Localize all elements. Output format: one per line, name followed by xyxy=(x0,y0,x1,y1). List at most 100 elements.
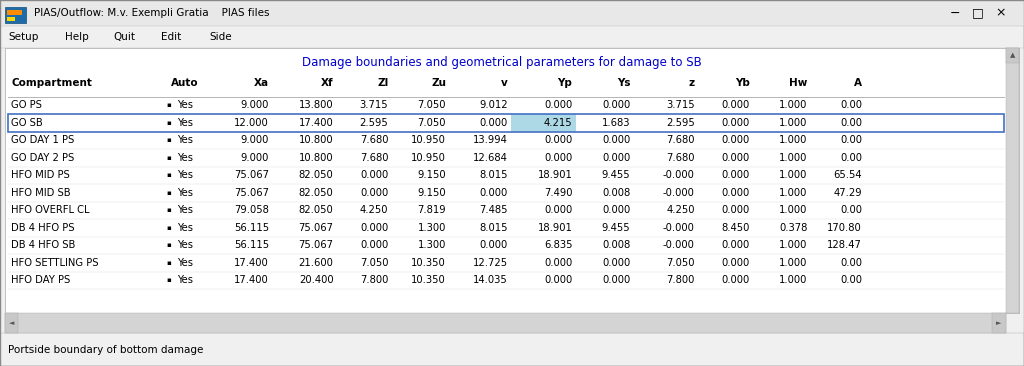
Text: 0.00: 0.00 xyxy=(840,153,862,163)
Text: 20.400: 20.400 xyxy=(299,275,334,285)
Text: 0.000: 0.000 xyxy=(544,258,572,268)
Text: Side: Side xyxy=(210,32,232,42)
Text: 7.800: 7.800 xyxy=(667,275,695,285)
Text: Yes: Yes xyxy=(177,240,193,250)
Text: 0.000: 0.000 xyxy=(721,205,750,215)
Text: Ys: Ys xyxy=(616,78,630,89)
Text: 7.050: 7.050 xyxy=(418,100,446,111)
Text: 75.067: 75.067 xyxy=(233,188,269,198)
Text: ▪: ▪ xyxy=(167,155,171,161)
Text: 0.00: 0.00 xyxy=(840,275,862,285)
Text: 0.000: 0.000 xyxy=(479,188,508,198)
Text: z: z xyxy=(689,78,695,89)
Text: 0.000: 0.000 xyxy=(602,153,630,163)
Text: 79.058: 79.058 xyxy=(234,205,269,215)
Text: 1.300: 1.300 xyxy=(418,240,446,250)
Text: 1.300: 1.300 xyxy=(418,223,446,233)
Text: 9.150: 9.150 xyxy=(418,188,446,198)
Text: Yp: Yp xyxy=(558,78,572,89)
Text: 3.715: 3.715 xyxy=(667,100,695,111)
Text: 0.000: 0.000 xyxy=(360,240,388,250)
Text: HFO MID PS: HFO MID PS xyxy=(11,171,70,180)
Text: □: □ xyxy=(972,7,984,20)
Text: 0.000: 0.000 xyxy=(544,135,572,145)
Text: Zl: Zl xyxy=(377,78,388,89)
Text: 0.000: 0.000 xyxy=(544,153,572,163)
Bar xyxy=(5,313,18,333)
Text: 0.000: 0.000 xyxy=(721,188,750,198)
Bar xyxy=(1006,48,1019,63)
Text: 12.684: 12.684 xyxy=(473,153,508,163)
Text: Yes: Yes xyxy=(177,205,193,215)
Text: A: A xyxy=(854,78,862,89)
Text: 0.378: 0.378 xyxy=(779,223,807,233)
Text: 1.000: 1.000 xyxy=(779,188,807,198)
Text: 9.455: 9.455 xyxy=(601,171,630,180)
Bar xyxy=(5,313,1006,333)
Text: 128.47: 128.47 xyxy=(827,240,862,250)
Text: -0.000: -0.000 xyxy=(663,171,695,180)
Text: 7.800: 7.800 xyxy=(360,275,388,285)
Text: GO PS: GO PS xyxy=(11,100,42,111)
Text: 0.000: 0.000 xyxy=(479,240,508,250)
Text: 9.150: 9.150 xyxy=(418,171,446,180)
Text: Compartment: Compartment xyxy=(11,78,92,89)
Text: 7.485: 7.485 xyxy=(479,205,508,215)
Text: 9.012: 9.012 xyxy=(479,100,508,111)
Text: 82.050: 82.050 xyxy=(299,188,334,198)
Text: HFO DAY PS: HFO DAY PS xyxy=(11,275,71,285)
Text: ▪: ▪ xyxy=(167,120,171,126)
Text: 0.000: 0.000 xyxy=(544,275,572,285)
Bar xyxy=(511,114,575,132)
Text: 1.000: 1.000 xyxy=(779,240,807,250)
Text: 10.350: 10.350 xyxy=(412,258,446,268)
Text: 170.80: 170.80 xyxy=(827,223,862,233)
Text: 18.901: 18.901 xyxy=(538,171,572,180)
Text: 17.400: 17.400 xyxy=(299,118,334,128)
Text: 10.800: 10.800 xyxy=(299,153,334,163)
Text: Yes: Yes xyxy=(177,188,193,198)
Text: 9.455: 9.455 xyxy=(601,223,630,233)
Text: 0.000: 0.000 xyxy=(602,275,630,285)
Text: ▪: ▪ xyxy=(167,172,171,178)
Text: 1.000: 1.000 xyxy=(779,171,807,180)
Text: 0.000: 0.000 xyxy=(360,188,388,198)
Text: 1.000: 1.000 xyxy=(779,100,807,111)
Text: 65.54: 65.54 xyxy=(834,171,862,180)
Bar xyxy=(1006,48,1019,313)
Text: v: v xyxy=(501,78,508,89)
Text: -0.000: -0.000 xyxy=(663,240,695,250)
Text: DB 4 HFO PS: DB 4 HFO PS xyxy=(11,223,75,233)
Text: 9.000: 9.000 xyxy=(241,153,269,163)
Text: 1.000: 1.000 xyxy=(779,118,807,128)
Text: GO SB: GO SB xyxy=(11,118,43,128)
Text: 1.000: 1.000 xyxy=(779,205,807,215)
Text: Edit: Edit xyxy=(162,32,181,42)
Text: 0.000: 0.000 xyxy=(602,100,630,111)
Text: 1.000: 1.000 xyxy=(779,275,807,285)
Text: 8.015: 8.015 xyxy=(479,171,508,180)
Text: 0.000: 0.000 xyxy=(479,118,508,128)
Text: 9.000: 9.000 xyxy=(241,135,269,145)
Text: -0.000: -0.000 xyxy=(663,188,695,198)
Text: 7.490: 7.490 xyxy=(544,188,572,198)
Text: Yes: Yes xyxy=(177,258,193,268)
Text: 7.680: 7.680 xyxy=(667,153,695,163)
Text: 2.595: 2.595 xyxy=(667,118,695,128)
Text: Quit: Quit xyxy=(113,32,135,42)
Text: 14.035: 14.035 xyxy=(473,275,508,285)
Text: 8.450: 8.450 xyxy=(721,223,750,233)
Text: 9.000: 9.000 xyxy=(241,100,269,111)
Text: 0.000: 0.000 xyxy=(721,171,750,180)
Text: 0.008: 0.008 xyxy=(602,240,630,250)
Text: ◄: ◄ xyxy=(9,320,14,326)
Text: 0.00: 0.00 xyxy=(840,118,862,128)
Text: ▪: ▪ xyxy=(167,260,171,266)
Text: Hw: Hw xyxy=(788,78,807,89)
Text: 0.000: 0.000 xyxy=(721,240,750,250)
Text: Yb: Yb xyxy=(735,78,750,89)
Text: −: − xyxy=(950,7,961,20)
Text: 12.725: 12.725 xyxy=(473,258,508,268)
Text: 2.595: 2.595 xyxy=(359,118,388,128)
Text: -0.000: -0.000 xyxy=(663,223,695,233)
